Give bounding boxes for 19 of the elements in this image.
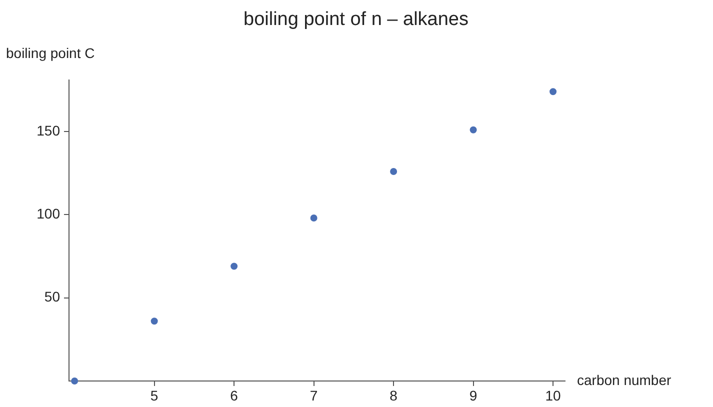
point [550,88,557,96]
y-tick-label: 100 [36,206,60,222]
x-tick-label: 8 [390,387,398,404]
point [71,378,78,384]
y-tick-label: 150 [36,122,60,138]
x-tick-label: 7 [310,387,318,404]
point [390,168,398,175]
chart-title: boiling point of n – alkanes [244,9,468,30]
x-tick-label: 9 [469,387,478,404]
x-tick-label: 6 [230,387,238,404]
x-tick-label: 10 [545,387,562,404]
point [470,126,477,134]
point [230,262,238,270]
y-axis-title: boiling point C [6,44,95,61]
point [310,214,318,222]
y-tick-label: 50 [44,288,60,305]
x-tick-label: 5 [150,387,158,404]
x-axis-title: carbon number [577,372,672,388]
point [150,318,158,325]
